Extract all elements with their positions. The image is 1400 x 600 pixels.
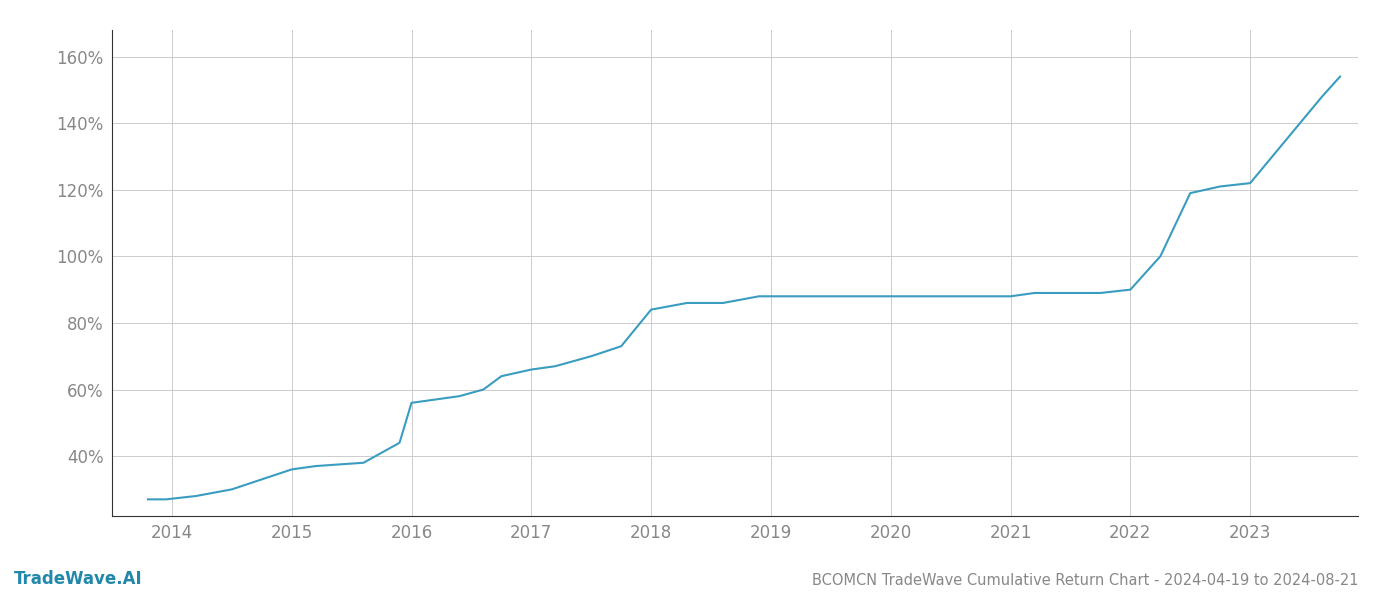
Text: TradeWave.AI: TradeWave.AI: [14, 570, 143, 588]
Text: BCOMCN TradeWave Cumulative Return Chart - 2024-04-19 to 2024-08-21: BCOMCN TradeWave Cumulative Return Chart…: [812, 573, 1358, 588]
